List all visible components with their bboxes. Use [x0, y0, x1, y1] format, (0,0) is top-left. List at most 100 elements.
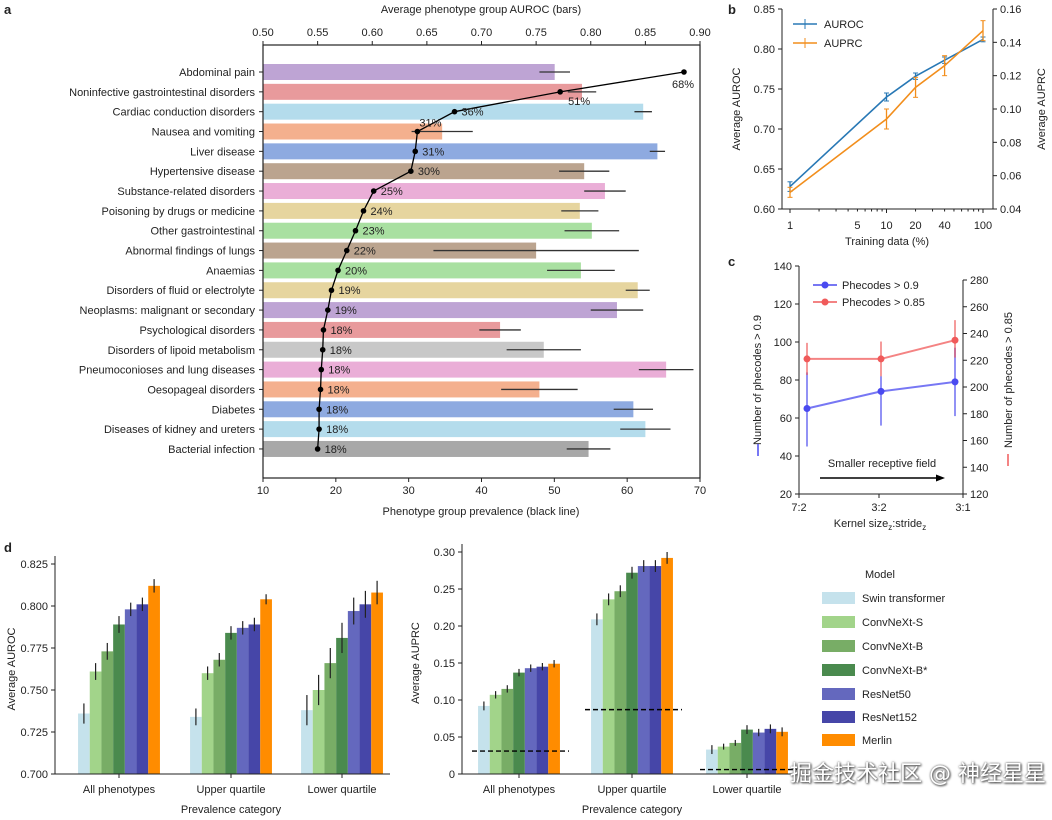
y2-tick-label: 180	[970, 409, 988, 421]
y-tick-label: 0.10	[434, 695, 455, 707]
top-tick-label: 0.50	[252, 27, 273, 39]
prevalence-label: 51%	[568, 96, 590, 108]
y-tick-label: 0.750	[20, 685, 48, 697]
y-tick-label: 40	[780, 451, 792, 463]
x-axis-title-part: z	[888, 523, 892, 532]
auroc-bar	[263, 282, 638, 299]
legend-swatch	[822, 711, 855, 723]
top-tick-label: 0.70	[471, 27, 492, 39]
category-label: Diabetes	[212, 404, 256, 416]
y-tick-label: 0.75	[754, 84, 775, 96]
annotation-arrow-head	[936, 474, 945, 482]
data-point	[951, 336, 959, 344]
x-tick-label: 10	[880, 220, 892, 232]
top-tick-label: 0.90	[689, 27, 710, 39]
auroc-bar	[263, 123, 443, 140]
category-label: Cardiac conduction disorders	[113, 107, 256, 119]
prevalence-label: 24%	[371, 206, 393, 218]
legend-swatch	[822, 664, 855, 676]
category-label: Disorders of fluid or electrolyte	[106, 285, 255, 297]
auroc-bar	[263, 163, 585, 180]
prevalence-point	[316, 406, 322, 413]
x-tick-label: 3:2	[871, 502, 886, 514]
auprc-bar	[548, 663, 560, 774]
legend-title: Model	[865, 569, 895, 581]
y-tick-label: 0	[449, 769, 455, 781]
legend-swatch	[822, 616, 855, 628]
y2-tick-label: 120	[970, 489, 988, 501]
prevalence-label: 19%	[335, 305, 357, 317]
category-label: Nausea and vomiting	[152, 127, 255, 139]
prevalence-point	[412, 148, 419, 155]
auroc-bar	[347, 611, 360, 774]
auroc-bar	[263, 440, 589, 457]
auprc-bar	[478, 705, 490, 774]
y-tick-label: 0.825	[20, 559, 48, 571]
category-label: Disorders of lipoid metabolism	[108, 345, 255, 357]
legend-label: Swin transformer	[862, 593, 945, 605]
prevalence-label: 18%	[330, 325, 352, 337]
y2-tick-label: 140	[970, 462, 988, 474]
top-tick-label: 0.80	[580, 27, 601, 39]
x-tick-label: All phenotypes	[483, 784, 556, 796]
prevalence-point	[352, 227, 359, 234]
prevalence-label: 31%	[422, 146, 444, 158]
prevalence-label: 68%	[672, 79, 694, 91]
legend-label: ResNet152	[862, 712, 917, 724]
prevalence-label: 36%	[462, 107, 484, 119]
prevalence-label: 25%	[381, 186, 403, 198]
top-tick-label: 0.75	[525, 27, 546, 39]
legend-marker	[821, 281, 829, 289]
y-tick-label: 0.05	[434, 732, 455, 744]
category-label: Liver disease	[190, 146, 255, 158]
y-tick-label: 0.25	[434, 584, 455, 596]
data-point	[803, 405, 811, 412]
y-axis-title: Number of phecodes > 0.9	[752, 315, 764, 445]
y2-tick-label: 240	[970, 329, 988, 341]
bottom-tick-label: 10	[257, 485, 269, 497]
category-label: Oesopageal disorders	[147, 384, 255, 396]
y-tick-label: 80	[780, 375, 792, 387]
auprc-bar	[536, 666, 549, 774]
prevalence-point	[557, 89, 563, 95]
auroc-bar	[263, 183, 605, 200]
auroc-bar	[263, 421, 646, 438]
x-axis-title-part: Kernel size	[834, 518, 888, 530]
x-tick-label: 100	[974, 220, 992, 232]
category-label: Substance-related disorders	[117, 186, 255, 198]
auroc-bar	[136, 604, 149, 774]
legend-swatch	[822, 592, 855, 604]
legend-label: ResNet50	[862, 689, 911, 701]
y-axis-title: Average AUROC	[731, 67, 743, 150]
y-tick-label: 0.775	[20, 643, 48, 655]
category-label: Pneumoconioses and lung diseases	[79, 365, 256, 377]
auroc-bar	[371, 592, 383, 774]
prevalence-point	[451, 108, 458, 115]
panel-label: c	[728, 254, 735, 269]
legend-label: AUROC	[824, 19, 864, 31]
category-label: Abdominal pain	[179, 67, 255, 79]
auroc-bar	[260, 599, 272, 774]
prevalence-label: 18%	[330, 345, 352, 357]
auprc-bar	[649, 566, 662, 774]
data-point	[877, 387, 885, 395]
auroc-bar	[359, 604, 372, 774]
auprc-bar	[637, 566, 650, 774]
bottom-tick-label: 20	[330, 485, 342, 497]
prevalence-point	[319, 346, 326, 353]
x-tick-label: Upper quartile	[597, 784, 666, 796]
auroc-bar	[263, 262, 581, 279]
y2-tick-label: 0.06	[1000, 171, 1021, 183]
auprc-bar	[752, 732, 765, 774]
y-tick-label: 0.800	[20, 601, 48, 613]
prevalence-label: 18%	[325, 444, 347, 456]
auroc-bar	[248, 624, 261, 774]
bottom-tick-label: 50	[548, 485, 560, 497]
data-point	[803, 355, 811, 363]
panel-label: a	[4, 2, 12, 17]
auroc-bar	[89, 671, 102, 774]
category-label: Bacterial infection	[168, 444, 255, 456]
prevalence-point	[317, 386, 324, 393]
x-tick-label: 1	[787, 220, 793, 232]
bottom-tick-label: 30	[403, 485, 415, 497]
